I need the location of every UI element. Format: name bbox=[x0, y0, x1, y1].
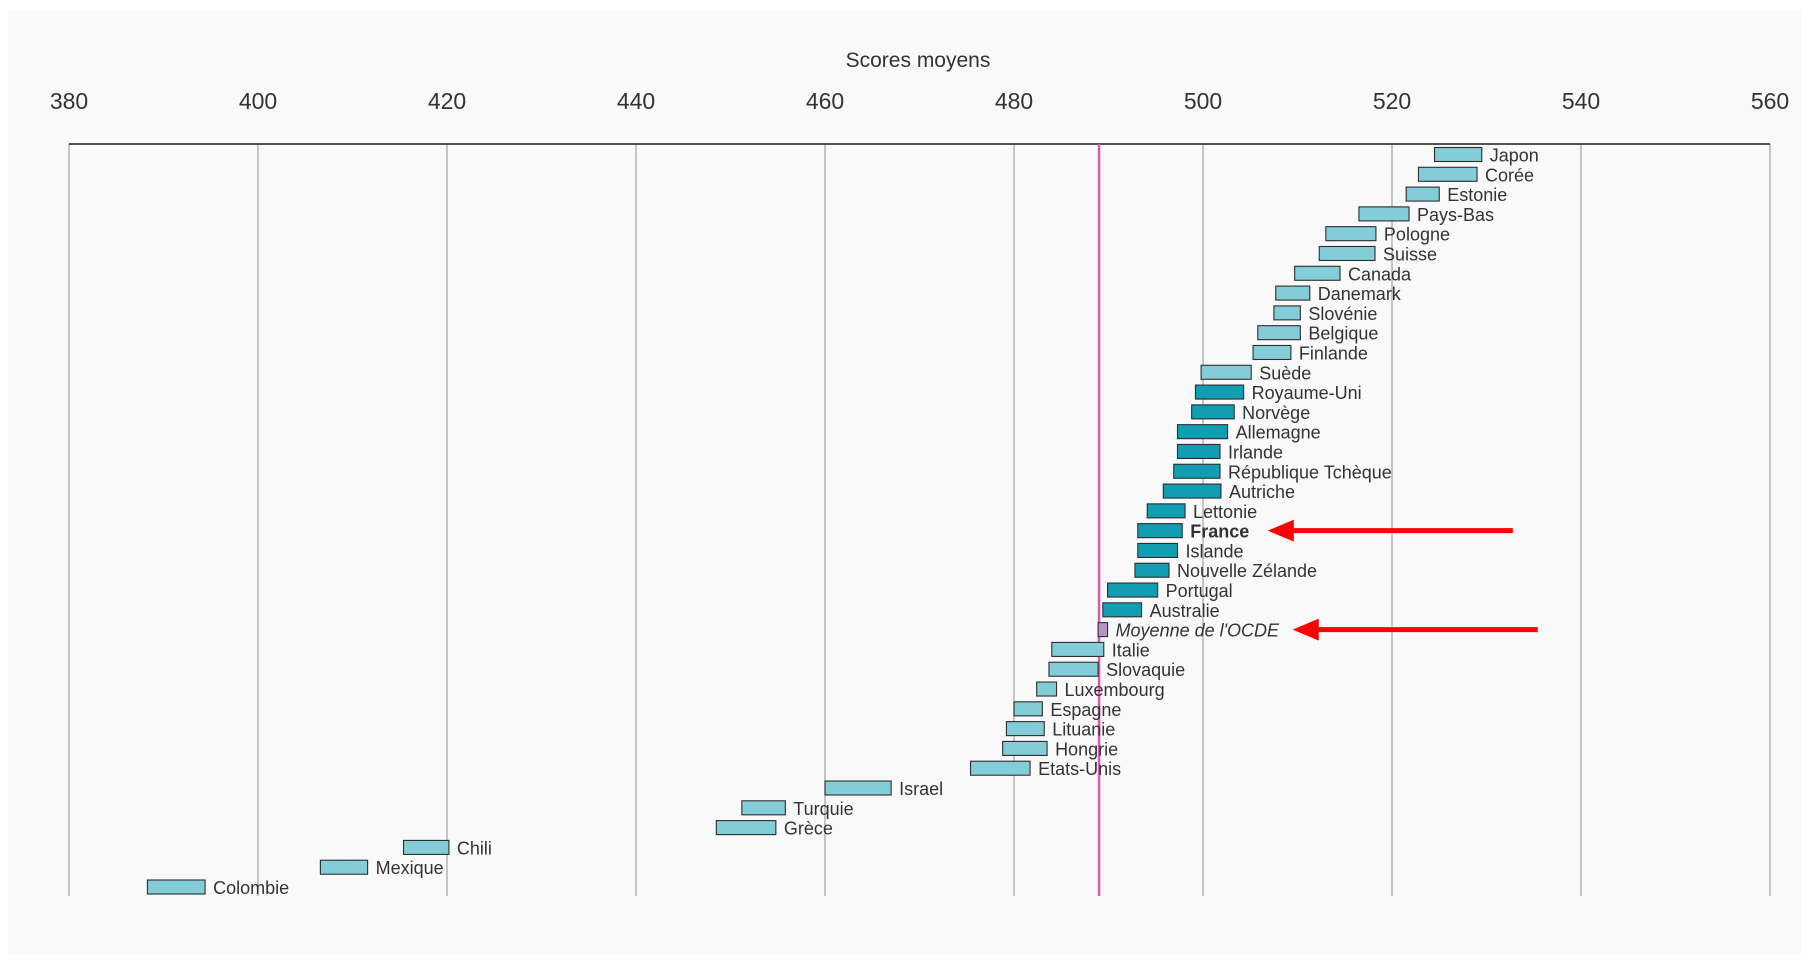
label-allemagne: Allemagne bbox=[1236, 423, 1321, 443]
bar-islande bbox=[1138, 543, 1178, 557]
tick-label-560: 560 bbox=[1751, 88, 1789, 114]
bar-etats-unis bbox=[971, 761, 1031, 775]
bar-irlande bbox=[1177, 444, 1220, 458]
bar-suisse bbox=[1319, 246, 1375, 260]
bar-slovaquie bbox=[1049, 662, 1098, 676]
bar-israel bbox=[825, 781, 891, 795]
bar-australie bbox=[1103, 603, 1142, 617]
bar-finlande bbox=[1253, 345, 1291, 359]
label-royaume-uni: Royaume-Uni bbox=[1252, 383, 1362, 403]
label-islande: Islande bbox=[1185, 541, 1243, 561]
bar-danemark bbox=[1276, 286, 1310, 300]
bar-espagne bbox=[1014, 702, 1042, 716]
tick-label-400: 400 bbox=[239, 88, 277, 114]
label-su-de: Suède bbox=[1259, 363, 1311, 383]
label-canada: Canada bbox=[1348, 264, 1412, 284]
tick-label-500: 500 bbox=[1184, 88, 1222, 114]
label-slov-nie: Slovénie bbox=[1308, 304, 1377, 324]
bar-hongrie bbox=[1003, 741, 1047, 755]
bar-pays-bas bbox=[1359, 207, 1409, 221]
bar-lettonie bbox=[1147, 504, 1185, 518]
label-australie: Australie bbox=[1150, 601, 1220, 621]
tick-label-540: 540 bbox=[1562, 88, 1600, 114]
tick-label-380: 380 bbox=[50, 88, 88, 114]
tick-label-420: 420 bbox=[428, 88, 466, 114]
label-espagne: Espagne bbox=[1050, 700, 1121, 720]
label-finlande: Finlande bbox=[1299, 343, 1368, 363]
label-pays-bas: Pays-Bas bbox=[1417, 205, 1494, 225]
label-cor-e: Corée bbox=[1485, 165, 1534, 185]
bar-chili bbox=[404, 840, 449, 854]
label-slovaquie: Slovaquie bbox=[1106, 660, 1185, 680]
x-axis-title: Scores moyens bbox=[846, 49, 991, 72]
label-pologne: Pologne bbox=[1384, 225, 1450, 245]
bars bbox=[147, 148, 1481, 895]
bar-lituanie bbox=[1006, 722, 1044, 736]
bar-canada bbox=[1295, 266, 1340, 280]
label-gr-ce: Grèce bbox=[784, 819, 833, 839]
label-estonie: Estonie bbox=[1447, 185, 1507, 205]
label-norv-ge: Norvège bbox=[1242, 403, 1310, 423]
bar-france bbox=[1138, 524, 1182, 538]
label-italie: Italie bbox=[1112, 640, 1150, 660]
label-r-publique-tch-que: République Tchèque bbox=[1228, 462, 1392, 482]
label-etats-unis: Etats-Unis bbox=[1038, 759, 1121, 779]
bar-royaume-uni bbox=[1195, 385, 1243, 399]
label-chili: Chili bbox=[457, 838, 492, 858]
label-france: France bbox=[1190, 522, 1249, 542]
label-colombie: Colombie bbox=[213, 878, 289, 898]
bar-slov-nie bbox=[1274, 306, 1300, 320]
label-portugal: Portugal bbox=[1166, 581, 1233, 601]
bar-belgique bbox=[1258, 326, 1301, 340]
label-japon: Japon bbox=[1490, 146, 1539, 166]
bar-cor-e bbox=[1418, 167, 1477, 181]
bar-turquie bbox=[742, 801, 785, 815]
bar-moyenne-de-l-ocde bbox=[1098, 623, 1107, 637]
tick-label-520: 520 bbox=[1373, 88, 1411, 114]
bar-nouvelle-z-lande bbox=[1135, 563, 1169, 577]
bar-colombie bbox=[147, 880, 205, 894]
bar-su-de bbox=[1201, 365, 1251, 379]
label-danemark: Danemark bbox=[1318, 284, 1402, 304]
bar-estonie bbox=[1406, 187, 1439, 201]
label-irlande: Irlande bbox=[1228, 442, 1283, 462]
bar-norv-ge bbox=[1192, 405, 1235, 419]
bar-mexique bbox=[320, 860, 367, 874]
arrow-head-france bbox=[1268, 520, 1294, 542]
bar-r-publique-tch-que bbox=[1174, 464, 1220, 478]
bar-gr-ce bbox=[716, 821, 776, 835]
arrow-head-moyenne-de-l-ocde bbox=[1293, 619, 1319, 641]
bar-portugal bbox=[1108, 583, 1158, 597]
tick-label-480: 480 bbox=[995, 88, 1033, 114]
label-luxembourg: Luxembourg bbox=[1065, 680, 1165, 700]
label-nouvelle-z-lande: Nouvelle Zélande bbox=[1177, 561, 1317, 581]
tick-label-440: 440 bbox=[617, 88, 655, 114]
label-lettonie: Lettonie bbox=[1193, 502, 1257, 522]
label-mexique: Mexique bbox=[376, 858, 444, 878]
tick-label-460: 460 bbox=[806, 88, 844, 114]
label-lituanie: Lituanie bbox=[1052, 720, 1115, 740]
x-axis-ticks: 380 400 420 440 460 480 500 520 540 560 bbox=[50, 88, 1789, 114]
label-belgique: Belgique bbox=[1308, 324, 1378, 344]
label-turquie: Turquie bbox=[793, 799, 853, 819]
label-hongrie: Hongrie bbox=[1055, 739, 1118, 759]
label-israel: Israel bbox=[899, 779, 943, 799]
label-suisse: Suisse bbox=[1383, 244, 1437, 264]
bar-pologne bbox=[1326, 227, 1376, 241]
label-autriche: Autriche bbox=[1229, 482, 1295, 502]
label-moyenne-de-l-ocde: Moyenne de l'OCDE bbox=[1116, 621, 1281, 641]
bar-japon bbox=[1435, 148, 1482, 162]
bar-italie bbox=[1052, 642, 1104, 656]
bar-autriche bbox=[1163, 484, 1221, 498]
bar-luxembourg bbox=[1037, 682, 1057, 696]
bar-allemagne bbox=[1177, 425, 1227, 439]
